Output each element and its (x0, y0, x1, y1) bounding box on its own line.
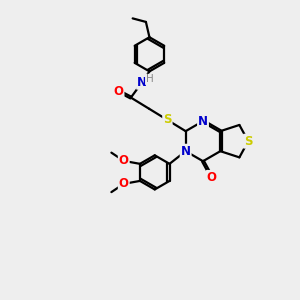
Text: H: H (146, 74, 153, 84)
Text: O: O (113, 85, 124, 98)
Text: O: O (119, 154, 129, 167)
Text: N: N (198, 115, 208, 128)
Text: S: S (163, 113, 172, 127)
Text: O: O (119, 177, 129, 190)
Text: N: N (137, 76, 147, 89)
Text: N: N (181, 145, 191, 158)
Text: O: O (207, 171, 217, 184)
Text: S: S (244, 135, 253, 148)
